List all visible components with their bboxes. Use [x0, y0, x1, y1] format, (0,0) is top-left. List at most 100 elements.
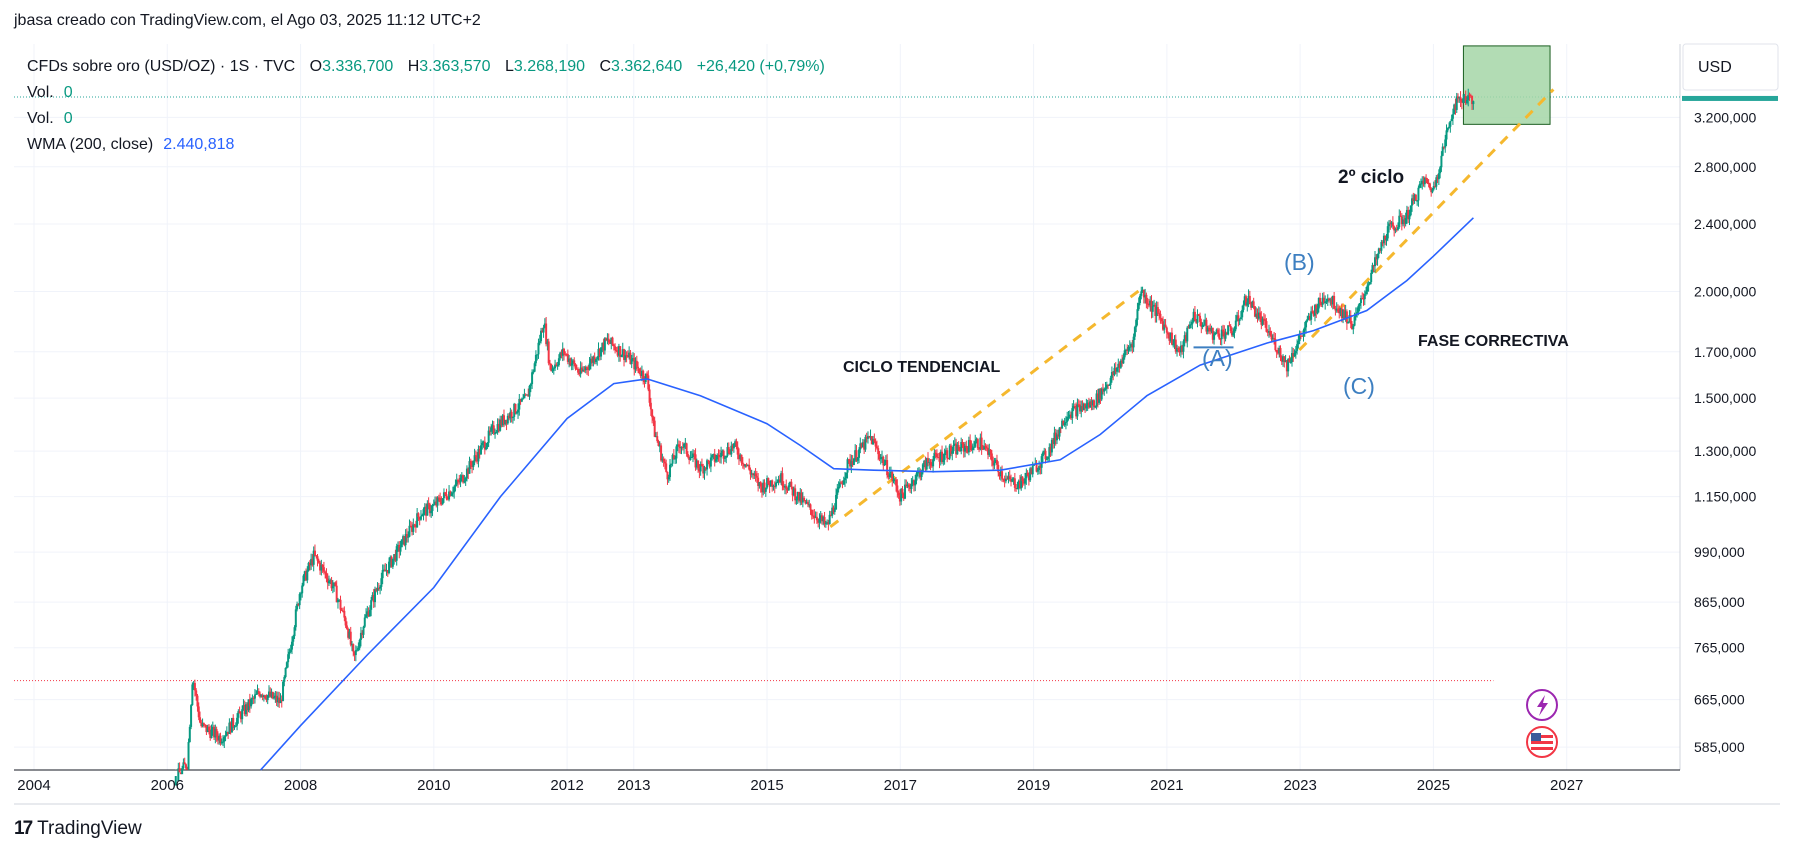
candle-body: [1130, 344, 1133, 347]
candle-body: [1132, 336, 1135, 348]
currency-label[interactable]: USD: [1698, 59, 1732, 76]
candle-body: [709, 457, 712, 467]
candle-body: [568, 358, 571, 362]
candle-body: [305, 571, 308, 581]
candle-body: [1459, 97, 1462, 101]
candle-body: [883, 463, 886, 466]
candle-body: [675, 446, 678, 459]
candle-body: [396, 544, 399, 547]
target-box[interactable]: [1462, 45, 1551, 125]
candle-body: [407, 536, 410, 538]
candle-body: [1105, 384, 1108, 389]
candle-body: [1414, 194, 1417, 201]
us-flag-icon[interactable]: [1526, 726, 1558, 758]
candle-body: [1021, 476, 1024, 482]
candle-body: [381, 570, 384, 579]
candle-body: [758, 482, 761, 486]
candle-body: [672, 454, 675, 460]
wave-label-c[interactable]: (C): [1343, 373, 1375, 399]
candle-body: [205, 724, 208, 733]
candle-body: [1200, 321, 1203, 327]
candle-body: [1280, 357, 1283, 362]
candle-body: [1416, 200, 1419, 202]
candle-body: [1099, 388, 1102, 400]
candle-body: [731, 445, 734, 449]
candle-body: [842, 480, 845, 485]
legend-symbol-row[interactable]: CFDs sobre oro (USD/OZ) · 1S · TVC O3.33…: [27, 54, 825, 80]
candle-body: [1306, 319, 1309, 322]
candle-body: [1243, 296, 1246, 305]
candle-body: [215, 729, 218, 737]
lightning-icon[interactable]: [1526, 689, 1558, 721]
candle-body: [785, 485, 788, 489]
candle-body: [1059, 427, 1062, 429]
label-ciclo-tendencial[interactable]: CICLO TENDENCIAL: [843, 359, 1001, 376]
candle-body: [971, 447, 974, 450]
candle-body: [347, 628, 350, 638]
legend-wma-row[interactable]: WMA (200, close) 2.440,818: [27, 132, 825, 158]
candle-body: [583, 369, 586, 371]
tradingview-logo[interactable]: 17 TradingView: [14, 818, 142, 840]
candle-body: [505, 419, 508, 424]
candle-body: [1379, 248, 1382, 251]
candle-body: [284, 667, 287, 678]
candle-body: [689, 457, 692, 460]
candle-body: [932, 459, 935, 467]
candle-body: [714, 459, 717, 462]
candle-body: [1061, 420, 1064, 429]
candle-body: [1150, 300, 1153, 312]
time-tick-label: 2008: [284, 777, 317, 794]
wave-label-b[interactable]: (B): [1284, 249, 1315, 275]
candle-body: [938, 457, 941, 462]
candle-body: [550, 363, 553, 372]
candle-body: [593, 356, 596, 363]
candle-body: [734, 441, 737, 444]
candle-body: [1216, 329, 1219, 334]
candle-body: [1210, 327, 1213, 332]
candle-body: [735, 441, 738, 447]
chart-legend[interactable]: CFDs sobre oro (USD/OZ) · 1S · TVC O3.33…: [27, 54, 825, 158]
candle-body: [1196, 314, 1199, 323]
candle-body: [481, 442, 484, 446]
candle-body: [640, 370, 643, 376]
candle-body: [1094, 406, 1097, 408]
candle-body: [670, 463, 673, 465]
label-fase-correctiva[interactable]: FASE CORRECTIVA: [1418, 333, 1569, 350]
candle-body: [763, 482, 766, 492]
candle-body: [1020, 476, 1023, 489]
candle-body: [349, 631, 352, 645]
candle-body: [591, 358, 594, 363]
currency-box[interactable]: [1682, 43, 1779, 91]
candle-body: [1457, 96, 1460, 99]
legend-vol2-row[interactable]: Vol. 0: [27, 106, 825, 132]
candle-body: [909, 487, 912, 489]
candle-body: [900, 488, 903, 502]
candle-body: [301, 585, 304, 594]
candle-body: [1161, 321, 1164, 330]
candle-body: [307, 562, 310, 571]
legend-vol1-row[interactable]: Vol. 0: [27, 80, 825, 106]
candle-body: [1022, 481, 1025, 484]
wave-label-a[interactable]: (A): [1202, 345, 1233, 371]
trendlines[interactable]: [829, 88, 1555, 529]
candle-body: [794, 488, 797, 501]
candle-body: [1141, 289, 1144, 292]
candle-body: [398, 544, 401, 552]
candle-body: [1411, 198, 1414, 206]
candle-body: [228, 722, 231, 734]
candle-body: [1214, 332, 1217, 335]
candle-body: [1451, 114, 1454, 119]
candle-body: [482, 441, 485, 443]
candle-body: [547, 341, 550, 364]
candle-body: [1011, 478, 1014, 482]
candle-body: [1421, 180, 1424, 184]
candle-body: [1006, 478, 1009, 480]
candle-body: [1423, 177, 1426, 185]
legend-symbol[interactable]: CFDs sobre oro (USD/OZ) · 1S · TVC: [27, 58, 296, 75]
candle-body: [336, 599, 339, 603]
candle-body: [1267, 331, 1270, 333]
label-segundo-ciclo[interactable]: 2º ciclo: [1338, 167, 1404, 188]
candle-body: [418, 517, 421, 520]
candle-body: [279, 699, 282, 704]
